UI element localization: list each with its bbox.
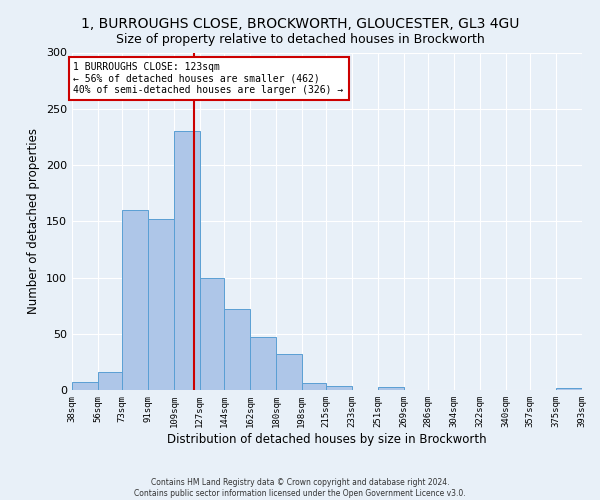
Bar bbox=[276, 354, 302, 390]
X-axis label: Distribution of detached houses by size in Brockworth: Distribution of detached houses by size … bbox=[167, 432, 487, 446]
Bar bbox=[200, 278, 224, 390]
Y-axis label: Number of detached properties: Number of detached properties bbox=[28, 128, 40, 314]
Bar bbox=[378, 386, 404, 390]
Text: Size of property relative to detached houses in Brockworth: Size of property relative to detached ho… bbox=[116, 32, 484, 46]
Text: Contains HM Land Registry data © Crown copyright and database right 2024.
Contai: Contains HM Land Registry data © Crown c… bbox=[134, 478, 466, 498]
Bar bbox=[224, 309, 250, 390]
Bar bbox=[174, 131, 200, 390]
Bar bbox=[98, 372, 122, 390]
Bar bbox=[122, 210, 148, 390]
Bar bbox=[326, 386, 352, 390]
Bar bbox=[148, 219, 174, 390]
Text: 1, BURROUGHS CLOSE, BROCKWORTH, GLOUCESTER, GL3 4GU: 1, BURROUGHS CLOSE, BROCKWORTH, GLOUCEST… bbox=[81, 18, 519, 32]
Bar bbox=[556, 388, 582, 390]
Text: 1 BURROUGHS CLOSE: 123sqm
← 56% of detached houses are smaller (462)
40% of semi: 1 BURROUGHS CLOSE: 123sqm ← 56% of detac… bbox=[73, 62, 344, 94]
Bar bbox=[302, 383, 326, 390]
Bar bbox=[72, 382, 98, 390]
Bar bbox=[250, 337, 276, 390]
